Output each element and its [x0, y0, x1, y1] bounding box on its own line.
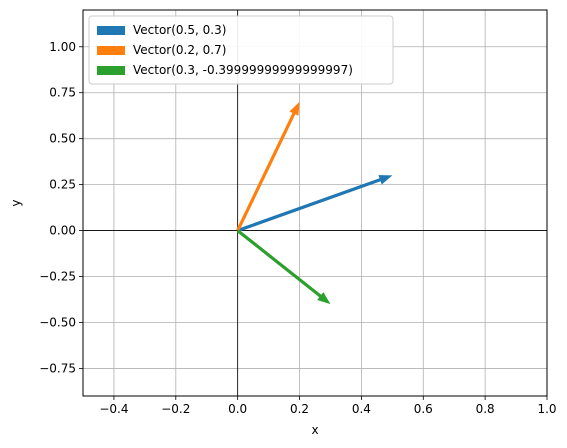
- plot-frame: [82, 9, 548, 397]
- y-tick-label: 1.00: [49, 40, 76, 54]
- x-tick-label: −0.2: [161, 402, 190, 416]
- vector-arrow-3: [236, 229, 331, 305]
- y-tick-label: 0.50: [49, 132, 76, 146]
- legend: Vector(0.5, 0.3) Vector(0.2, 0.7) Vector(0…: [88, 15, 394, 85]
- y-tick-label: −0.75: [39, 361, 76, 375]
- legend-label: Vector(0.5, 0.3): [133, 23, 226, 37]
- x-tick-label: −0.4: [99, 402, 128, 416]
- y-tick-label: −0.25: [39, 270, 76, 284]
- x-tick-label: 0.8: [476, 402, 495, 416]
- y-axis-ticks: −0.75 −0.50 −0.25 0.00 0.25 0.50 0.75 1.00: [39, 40, 83, 375]
- x-tick-label: 0.6: [414, 402, 433, 416]
- vector-arrow-2: [236, 101, 300, 232]
- y-tick-label: −0.50: [39, 315, 76, 329]
- x-tick-label: 0.2: [290, 402, 309, 416]
- legend-box: [88, 15, 394, 85]
- y-tick-label: 0.25: [49, 178, 76, 192]
- y-tick-label: 0.75: [49, 86, 76, 100]
- x-tick-label: 0.4: [352, 402, 371, 416]
- x-axis-ticks: −0.4 −0.2 0.0 0.2 0.4 0.6 0.8 1.0: [99, 396, 557, 416]
- vectors: [236, 101, 393, 305]
- legend-swatch: [97, 46, 125, 55]
- x-tick-label: 0.0: [228, 402, 247, 416]
- legend-swatch: [97, 66, 125, 75]
- x-tick-label: 1.0: [537, 402, 556, 416]
- x-axis-label: x: [311, 423, 318, 437]
- legend-swatch: [97, 26, 125, 35]
- legend-label: Vector(0.3, -0.39999999999999997): [133, 63, 353, 77]
- legend-label: Vector(0.2, 0.7): [133, 43, 226, 57]
- vector-arrow-1: [237, 175, 393, 233]
- y-tick-label: 0.00: [49, 224, 76, 238]
- y-axis-label: y: [9, 199, 23, 206]
